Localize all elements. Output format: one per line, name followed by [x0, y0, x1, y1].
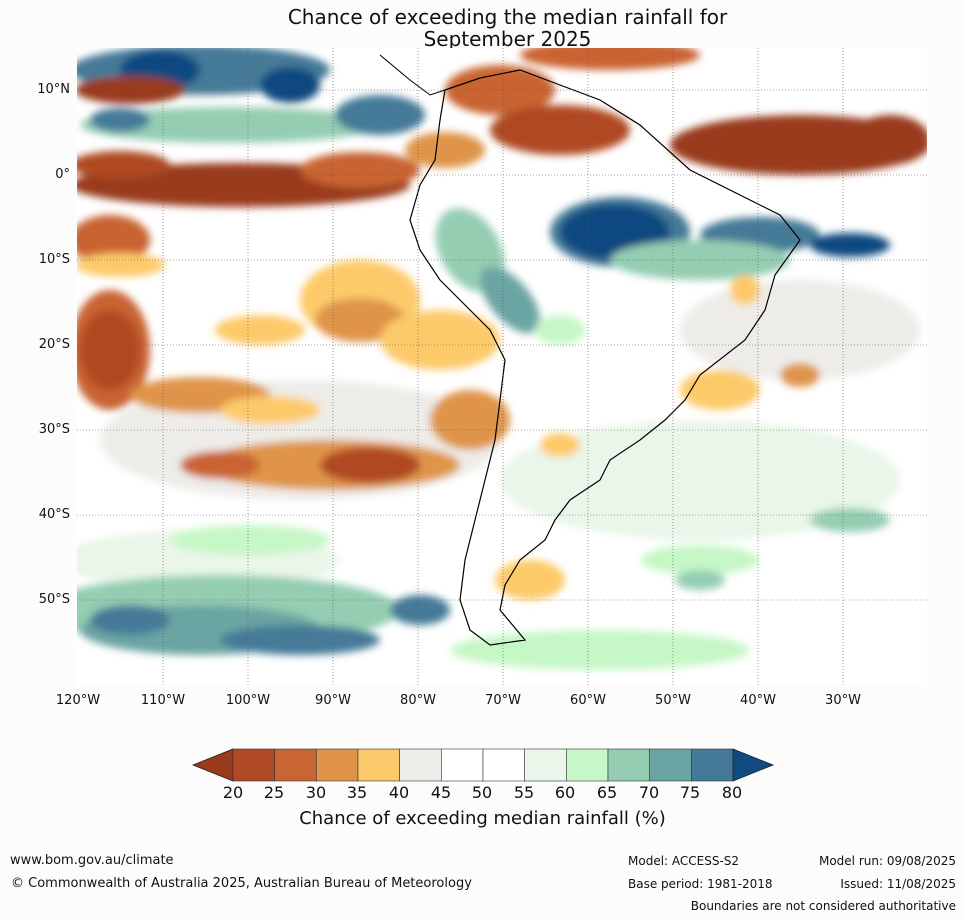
colorbar-arrow-low — [191, 748, 234, 782]
colorbar-tick: 60 — [554, 783, 576, 802]
colorbar-tick: 75 — [679, 783, 701, 802]
colorbar-label: Chance of exceeding median rainfall (%) — [299, 808, 666, 829]
colorbar-tick: 70 — [638, 783, 660, 802]
colorbar-cell — [316, 748, 359, 782]
lon-label-100w: 100°W — [225, 693, 271, 708]
lon-label-110w: 110°W — [140, 693, 186, 708]
colorbar-tick: 25 — [263, 783, 285, 802]
boundaries-note: Boundaries are not considered authoritat… — [690, 899, 956, 913]
lat-label-40s: 40°S — [38, 507, 70, 522]
colorbar-tick: 55 — [513, 783, 535, 802]
colorbar-tick: 35 — [346, 783, 368, 802]
colorbar-tick: 40 — [388, 783, 410, 802]
lon-label-30w: 30°W — [825, 693, 861, 708]
base-period-text: Base period: 1981-2018 — [628, 877, 773, 891]
issued-text: Issued: 11/08/2025 — [840, 877, 956, 891]
lat-label-0: 0° — [55, 167, 70, 182]
lat-label-50s: 50°S — [38, 592, 70, 607]
colorbar-cell — [357, 748, 400, 782]
colorbar-tick: 80 — [721, 783, 743, 802]
colorbar-cell — [482, 748, 525, 782]
central-america-coastline — [379, 54, 446, 96]
copyright-text: © Commonwealth of Australia 2025, Austra… — [11, 876, 472, 891]
colorbar-cell — [607, 748, 650, 782]
lat-label-10n: 10°N — [37, 82, 70, 97]
lon-label-120w: 120°W — [55, 693, 101, 708]
model-run-text: Model run: 09/08/2025 — [818, 854, 956, 868]
lon-label-60w: 60°W — [570, 693, 606, 708]
colorbar-cell — [649, 748, 692, 782]
lon-label-80w: 80°W — [400, 693, 436, 708]
rainfall-map — [77, 48, 927, 686]
map-title-line1: Chance of exceeding the median rainfall … — [287, 5, 728, 29]
colorbar-tick: 65 — [596, 783, 618, 802]
rainfall-field — [77, 48, 927, 670]
map-title-line2: September 2025 — [423, 27, 592, 51]
colorbar-tick: 20 — [222, 783, 244, 802]
colorbar-cell — [524, 748, 567, 782]
lat-label-20s: 20°S — [38, 337, 70, 352]
lon-label-40w: 40°W — [740, 693, 776, 708]
lat-label-30s: 30°S — [38, 422, 70, 437]
colorbar-cell — [691, 748, 734, 782]
lon-label-90w: 90°W — [315, 693, 351, 708]
colorbar-tick: 30 — [305, 783, 327, 802]
model-text: Model: ACCESS-S2 — [628, 854, 740, 868]
colorbar-cell — [566, 748, 609, 782]
colorbar-arrow-high — [732, 748, 775, 782]
colorbar-cell — [399, 748, 442, 782]
lon-label-50w: 50°W — [655, 693, 691, 708]
colorbar-tick: 50 — [471, 783, 493, 802]
colorbar-cell — [441, 748, 484, 782]
bom-url-link[interactable]: www.bom.gov.au/climate — [10, 853, 174, 868]
graticule — [77, 48, 927, 686]
lon-label-70w: 70°W — [485, 693, 521, 708]
lat-label-10s: 10°S — [38, 252, 70, 267]
colorbar-cell — [274, 748, 317, 782]
colorbar-cell — [232, 748, 275, 782]
colorbar-tick: 45 — [430, 783, 452, 802]
south-america-coastline — [409, 69, 801, 646]
